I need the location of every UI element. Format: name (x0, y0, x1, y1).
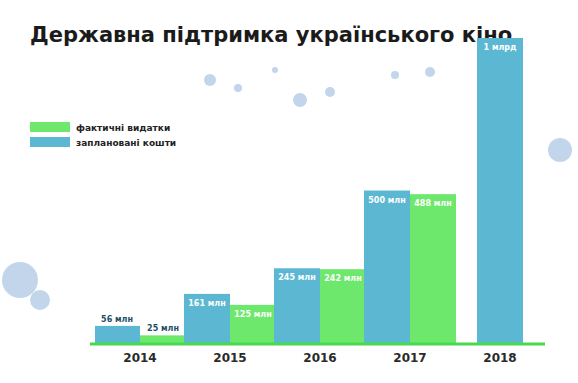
decor-splash (293, 93, 307, 107)
decor-splash (325, 87, 335, 97)
decor-splash (30, 290, 50, 310)
bar (95, 326, 140, 343)
decor-splash (272, 67, 278, 73)
data-label: 245 млн (278, 273, 315, 282)
title: Державна підтримка українського кіно (30, 23, 512, 47)
data-label: 25 млн (147, 324, 179, 333)
legend-label: заплановані кошти (76, 138, 176, 148)
decor-splash (391, 71, 399, 79)
x-tick-label: 2018 (483, 351, 516, 365)
data-label: 500 млн (368, 196, 405, 205)
data-label: 125 млн (234, 310, 271, 319)
baseline (90, 343, 545, 346)
legend-swatch (30, 122, 70, 132)
chart-root: Державна підтримка українського кіно факт… (0, 0, 578, 383)
x-tick-label: 2015 (213, 351, 246, 365)
bar (477, 38, 523, 343)
decor-splash (204, 74, 216, 86)
data-label: 1 млрд (484, 43, 517, 52)
x-tick-label: 2017 (393, 351, 426, 365)
decor-splash (2, 262, 38, 298)
bar (364, 191, 410, 344)
legend-label: фактичні видатки (76, 123, 170, 133)
x-tick-label: 2016 (303, 351, 336, 365)
decor-splash (425, 67, 435, 77)
bar (230, 305, 276, 343)
bars (95, 38, 523, 343)
decor-splash (548, 138, 572, 162)
data-label: 242 млн (324, 274, 361, 283)
bar (184, 294, 230, 343)
bar (320, 269, 366, 343)
data-label: 488 млн (414, 199, 451, 208)
x-tick-label: 2014 (123, 351, 156, 365)
bar (410, 194, 456, 343)
data-label: 161 млн (188, 299, 225, 308)
decor-splash (234, 84, 242, 92)
data-label: 56 млн (101, 315, 133, 324)
data-labels: 56 млн 25 млн 161 млн 125 млн 245 млн 242 млн… (101, 43, 517, 333)
bar (274, 268, 320, 343)
legend-swatch (30, 137, 70, 147)
chart-svg: Державна підтримка українського кіно факт… (0, 0, 578, 383)
bar (140, 335, 186, 343)
